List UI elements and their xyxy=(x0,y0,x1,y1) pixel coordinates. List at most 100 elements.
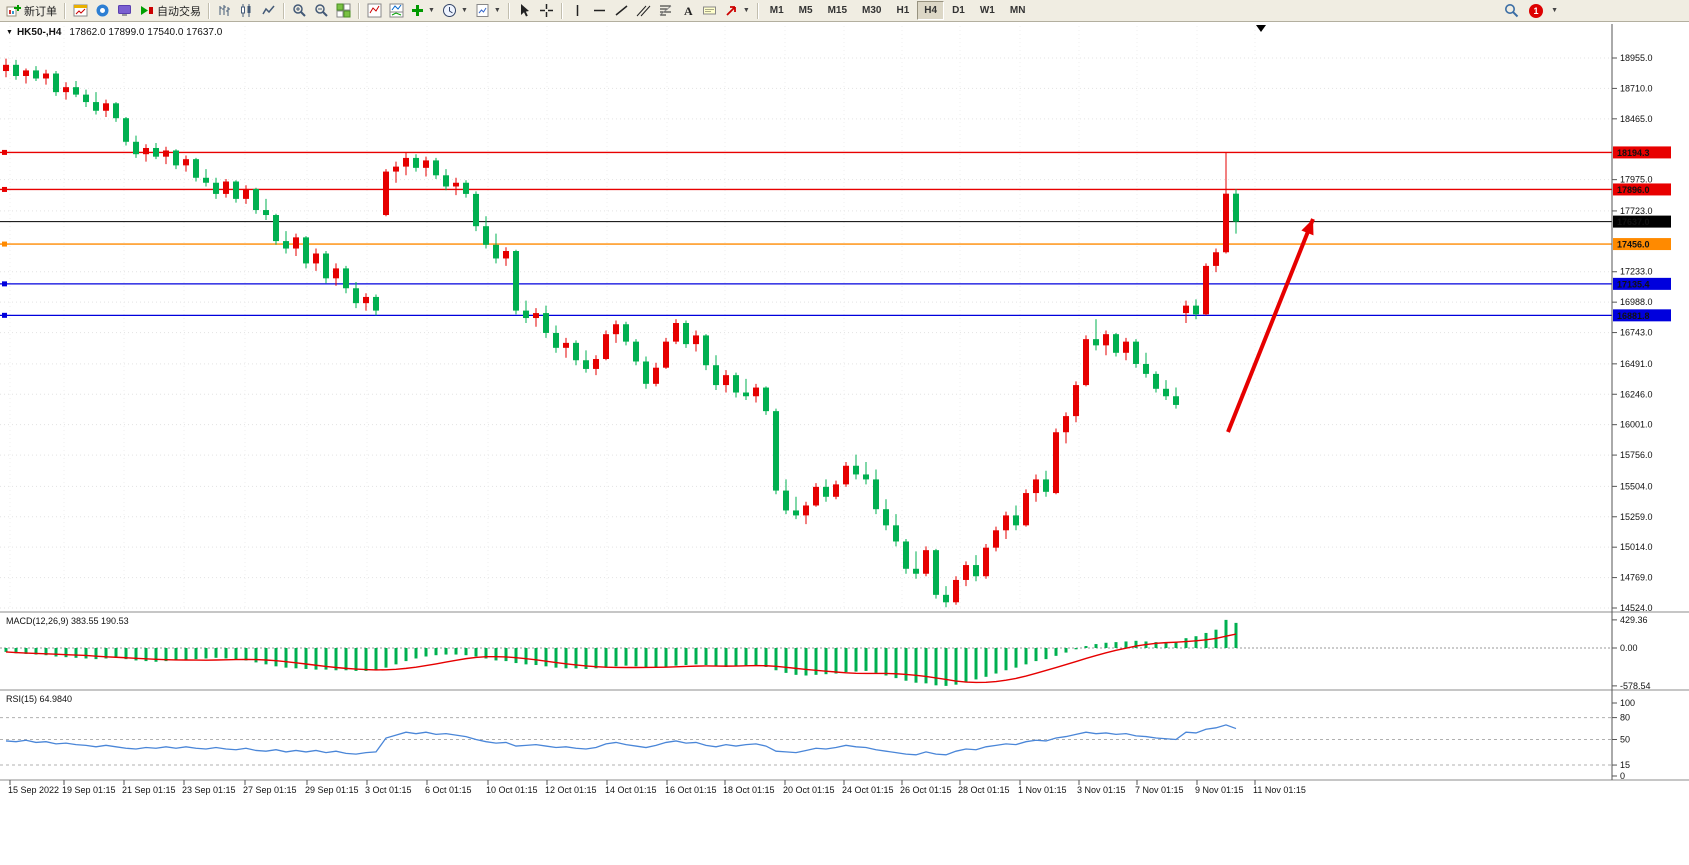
terminal-button[interactable] xyxy=(114,1,135,20)
shapes-button[interactable]: ▼ xyxy=(721,1,753,20)
period-button[interactable]: ▼ xyxy=(439,1,471,20)
level-line-handle[interactable] xyxy=(2,186,7,192)
template-icon xyxy=(475,3,490,18)
timeframe-button-mn[interactable]: MN xyxy=(1003,1,1033,20)
zoom-out-button[interactable] xyxy=(311,1,332,20)
bar-chart-button[interactable] xyxy=(214,1,235,20)
level-price-tag xyxy=(1613,277,1671,290)
price-axis-label: 15014.0 xyxy=(1620,542,1653,552)
candle-body xyxy=(703,335,709,366)
notification-badge[interactable]: 1 xyxy=(1529,3,1544,18)
auto-trading-button[interactable]: 自动交易 xyxy=(136,1,204,20)
candle-body xyxy=(213,182,219,194)
chart-expand-icon[interactable]: ▼ xyxy=(6,29,13,36)
toolbar-separator xyxy=(283,2,285,19)
level-line-handle[interactable] xyxy=(2,149,7,155)
horizontal-line-button[interactable] xyxy=(589,1,610,20)
time-axis-label: 6 Oct 01:15 xyxy=(425,785,472,795)
indicators-button[interactable] xyxy=(364,1,385,20)
price-tag-label: 17637.0 xyxy=(1617,217,1650,227)
chart-shift-marker[interactable] xyxy=(1256,25,1266,32)
vertical-line-button[interactable] xyxy=(567,1,588,20)
crosshair-button[interactable] xyxy=(536,1,557,20)
time-axis-label: 21 Sep 01:15 xyxy=(122,785,176,795)
level-lines-layer[interactable] xyxy=(0,149,1612,318)
indicator-window-button[interactable] xyxy=(386,1,407,20)
navigator-button[interactable] xyxy=(92,1,113,20)
candle-body xyxy=(1163,388,1169,397)
new-order-button[interactable]: 新订单 xyxy=(3,1,60,20)
macd-indicator-label: MACD(12,26,9) 383.55 190.53 xyxy=(6,616,129,626)
annotation-layer[interactable] xyxy=(1226,218,1315,433)
label-button[interactable] xyxy=(699,1,720,20)
add-indicator-button[interactable]: ▼ xyxy=(408,1,438,20)
price-axis-label: 16743.0 xyxy=(1620,328,1653,338)
candle-body xyxy=(1153,373,1159,389)
toolbar-separator xyxy=(358,2,360,19)
candle-body xyxy=(733,375,739,393)
timeframe-button-m15[interactable]: M15 xyxy=(821,1,854,20)
candle-body xyxy=(223,181,229,194)
time-axis-label: 20 Oct 01:15 xyxy=(783,785,835,795)
timeframe-button-h1[interactable]: H1 xyxy=(889,1,916,20)
toolbar-separator xyxy=(560,2,563,19)
rsi-indicator-label: RSI(15) 64.9840 xyxy=(6,694,73,704)
time-axis-label: 23 Sep 01:15 xyxy=(182,785,236,795)
template-button[interactable]: ▼ xyxy=(472,1,504,20)
timeframe-button-m5[interactable]: M5 xyxy=(792,1,820,20)
candle-body xyxy=(863,474,869,480)
trend-arrow-head[interactable] xyxy=(1301,219,1314,236)
candle-body xyxy=(553,332,559,348)
candle-body xyxy=(813,486,819,506)
trend-arrow-line[interactable] xyxy=(1226,218,1315,433)
candlestick-button[interactable] xyxy=(236,1,257,20)
candle-body xyxy=(803,505,809,516)
navigator-icon xyxy=(95,3,110,18)
trendline-button[interactable] xyxy=(611,1,632,20)
timeframe-button-w1[interactable]: W1 xyxy=(973,1,1002,20)
candle-body xyxy=(663,341,669,368)
candle-body xyxy=(613,324,619,335)
chart-window-button[interactable] xyxy=(70,1,91,20)
time-axis-label: 29 Sep 01:15 xyxy=(305,785,359,795)
time-axis-label: 9 Nov 01:15 xyxy=(1195,785,1244,795)
level-line-handle[interactable] xyxy=(2,281,7,287)
timeframe-button-h4[interactable]: H4 xyxy=(917,1,945,20)
cursor-button[interactable] xyxy=(514,1,535,20)
level-line-handle[interactable] xyxy=(2,241,7,247)
channel-button[interactable] xyxy=(633,1,654,20)
timeframe-button-m1[interactable]: M1 xyxy=(763,1,791,20)
level-line-handle[interactable] xyxy=(2,312,7,318)
time-axis-label: 12 Oct 01:15 xyxy=(545,785,597,795)
timeframe-button-m30[interactable]: M30 xyxy=(855,1,888,20)
macd-signal-line xyxy=(5,633,1237,684)
candle-body xyxy=(523,310,529,319)
zoom-in-button[interactable] xyxy=(289,1,310,20)
horizontal-line-icon xyxy=(592,3,607,18)
tile-windows-button[interactable] xyxy=(333,1,354,20)
fibonacci-icon xyxy=(658,3,673,18)
chart-canvas[interactable]: 18955.0 18710.0 18465.0 17975.0 17723.0 17233… xyxy=(0,22,1689,865)
candle-body xyxy=(263,210,269,216)
candle-body xyxy=(1063,416,1069,433)
rsi-line xyxy=(5,724,1237,756)
candle-body xyxy=(1073,385,1079,417)
text-button[interactable]: A xyxy=(677,1,698,20)
line-chart-button[interactable] xyxy=(258,1,279,20)
candle-body xyxy=(393,166,399,172)
fibonacci-button[interactable] xyxy=(655,1,676,20)
chevron-down-icon: ▼ xyxy=(1551,7,1558,14)
timeframe-button-d1[interactable]: D1 xyxy=(945,1,972,20)
toolbar-right-tools: 1 ▼ xyxy=(1501,1,1558,20)
trendline-icon xyxy=(614,3,629,18)
candle-body xyxy=(163,150,169,157)
search-button[interactable] xyxy=(1501,1,1522,20)
candles-layer xyxy=(3,58,1239,608)
time-axis-label: 14 Oct 01:15 xyxy=(605,785,657,795)
candle-body xyxy=(513,251,519,311)
candle-body xyxy=(443,175,449,187)
candle-body xyxy=(883,509,889,526)
candle-body xyxy=(853,465,859,475)
time-axis-label: 19 Sep 01:15 xyxy=(62,785,116,795)
